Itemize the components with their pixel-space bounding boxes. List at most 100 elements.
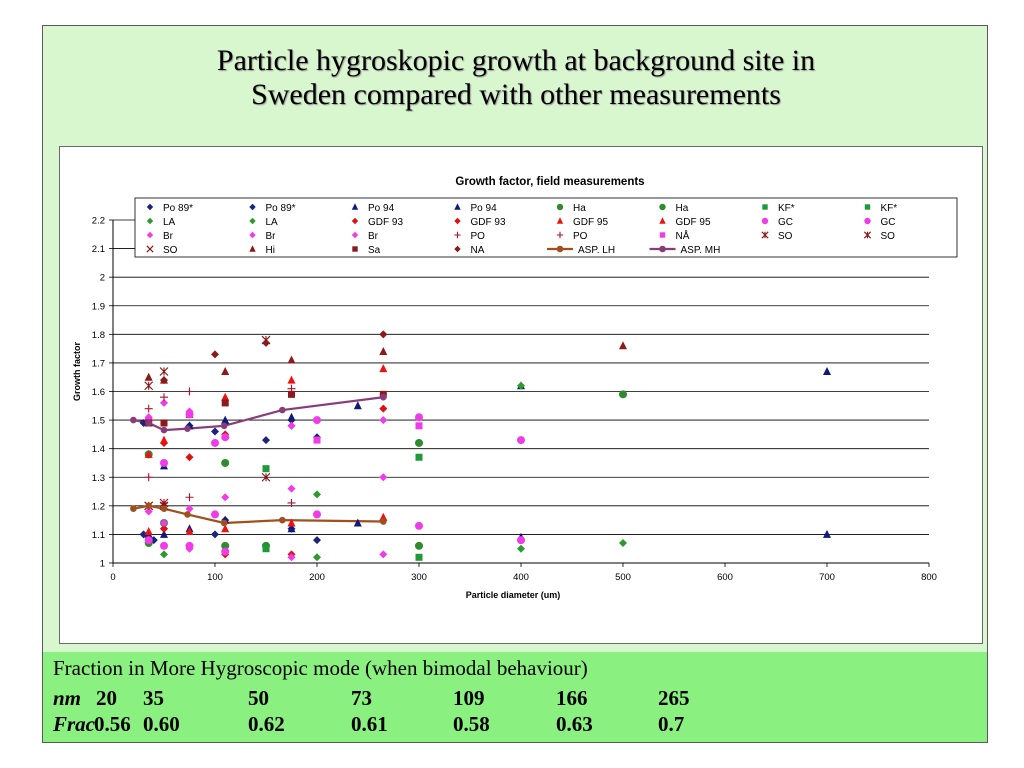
legend-marker	[864, 204, 871, 210]
frac-label: Frac	[53, 712, 95, 736]
legend-marker	[249, 217, 256, 225]
slide-title: Particle hygroskopic growth at backgroun…	[43, 44, 989, 112]
legend-label: Br	[163, 231, 174, 242]
data-point	[415, 521, 423, 530]
x-tick-label: 300	[411, 572, 427, 583]
data-point	[379, 346, 388, 355]
data-point	[313, 416, 321, 425]
data-point	[353, 518, 362, 527]
legend-marker	[454, 231, 461, 239]
y-tick-label: 1.1	[92, 530, 105, 541]
legend-label: Po 94	[368, 203, 395, 214]
data-point	[415, 438, 423, 447]
data-point	[313, 553, 321, 562]
data-point	[144, 372, 153, 381]
legend-label: Po 94	[471, 203, 498, 214]
legend-label: KF*	[778, 203, 795, 214]
nm-value: 265	[658, 686, 690, 710]
data-point	[130, 505, 137, 512]
data-point	[415, 541, 423, 550]
data-point	[415, 453, 423, 461]
y-tick-label: 2.1	[92, 244, 105, 255]
slide-title-line-1: Particle hygroskopic growth at backgroun…	[216, 44, 816, 77]
legend-marker	[659, 217, 666, 224]
data-point	[184, 425, 191, 432]
chart-frame: Growth factor, field measurements 1 1.1 1.2…	[59, 146, 983, 644]
data-point	[160, 458, 168, 467]
data-point	[823, 529, 831, 538]
data-point	[221, 541, 230, 550]
y-tick-label: 1.4	[92, 444, 105, 455]
frac-value: 0.62	[248, 712, 285, 736]
legend-label: PO	[471, 231, 486, 242]
data-point	[160, 419, 168, 427]
data-point	[185, 387, 194, 396]
data-point	[287, 421, 296, 430]
legend-label: Po 89*	[163, 203, 193, 214]
legend-marker	[351, 203, 359, 210]
x-tick-label: 700	[819, 572, 835, 583]
data-point	[287, 553, 296, 562]
legend-marker	[556, 217, 564, 224]
frac-value: 0.56	[94, 712, 131, 736]
nm-label: nm	[53, 686, 82, 710]
data-point	[144, 449, 153, 458]
data-point	[144, 381, 154, 391]
series-line	[133, 396, 384, 432]
x-tick-label: 800	[921, 572, 937, 583]
data-point	[619, 538, 627, 547]
y-tick-label: 1.8	[92, 330, 105, 341]
data-point	[379, 550, 388, 559]
legend-label: LA	[163, 217, 176, 228]
legend-marker	[761, 231, 769, 239]
legend-label: GDF 95	[676, 217, 711, 228]
legend-marker	[249, 231, 256, 239]
fraction-title: Fraction in More Hygroscopic mode (when …	[53, 656, 588, 680]
y-axis-label: Growth factor	[72, 342, 82, 401]
y-tick-label: 1.7	[92, 358, 105, 369]
data-point	[159, 367, 169, 376]
data-point	[160, 376, 168, 385]
nm-value: 20	[96, 686, 117, 710]
legend-label: ASP. MH	[681, 245, 721, 256]
data-point	[185, 453, 194, 462]
x-tick-label: 400	[513, 572, 529, 583]
legend-marker	[454, 203, 461, 210]
data-point	[160, 529, 168, 538]
x-tick-label: 200	[309, 572, 325, 583]
legend-label: Sa	[368, 245, 381, 256]
data-point	[160, 505, 168, 512]
legend-label: Po 89*	[266, 203, 296, 214]
legend-label: KF*	[881, 203, 898, 214]
data-point	[313, 436, 321, 444]
data-point	[287, 375, 296, 384]
data-point	[287, 484, 296, 493]
legend-label: ASP. LH	[578, 245, 615, 256]
data-point	[221, 392, 230, 401]
data-point	[287, 498, 296, 507]
data-point	[287, 355, 296, 364]
data-point	[211, 530, 219, 539]
legend-label: NÅ	[676, 229, 690, 242]
legend-marker	[864, 217, 871, 225]
data-point	[221, 366, 230, 375]
data-point	[379, 330, 388, 339]
legend-label: Br	[368, 231, 379, 242]
data-point	[184, 511, 191, 518]
data-point	[823, 366, 831, 375]
x-tick-label: 100	[207, 572, 223, 583]
legend-marker	[761, 217, 769, 225]
data-point	[221, 458, 230, 467]
data-point	[160, 426, 168, 434]
frac-value: 0.63	[556, 712, 593, 736]
data-point	[145, 419, 152, 427]
slide: Particle hygroskopic growth at backgroun…	[42, 25, 988, 743]
data-point	[619, 390, 627, 399]
data-point	[221, 433, 230, 442]
legend-label: GC	[778, 217, 793, 228]
data-point	[139, 418, 148, 427]
data-point	[185, 407, 194, 416]
data-point	[287, 518, 296, 527]
slide-title-line-2: Sweden compared with other measurements	[251, 78, 781, 111]
data-point	[185, 493, 194, 502]
